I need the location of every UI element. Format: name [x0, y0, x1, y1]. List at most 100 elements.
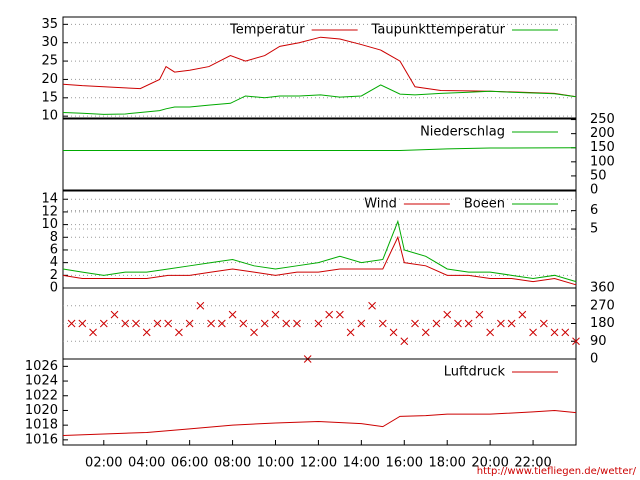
direction-marker	[529, 328, 537, 337]
direction-marker	[121, 319, 130, 328]
y2-tick-label: 0	[590, 183, 598, 198]
direction-marker	[132, 319, 140, 328]
y-tick-label: 1018	[25, 418, 58, 433]
y2-tick-label: 250	[590, 112, 615, 127]
source-url: http://www.tiefliegen.de/wetter/	[477, 466, 637, 477]
legend-label: Taupunkttemperatur	[371, 23, 506, 38]
x-tick-label: 18:00	[428, 456, 465, 471]
direction-marker	[78, 319, 87, 328]
y2-tick-label: 6	[590, 203, 598, 218]
x-tick-label: 08:00	[214, 456, 251, 471]
y-tick-label: 1024	[25, 374, 58, 389]
direction-marker	[432, 319, 441, 328]
x-tick-label: 04:00	[128, 456, 165, 471]
y-tick-label: 25	[41, 54, 58, 69]
direction-marker	[378, 319, 387, 328]
x-tick-label: 12:00	[300, 456, 337, 471]
x-tick-label: 02:00	[85, 456, 122, 471]
direction-marker	[550, 328, 559, 337]
series-line	[62, 219, 577, 283]
direction-marker	[357, 319, 366, 328]
series-line	[62, 84, 577, 115]
y-tick-label: 1022	[25, 388, 58, 403]
y2-tick-label: 50	[590, 168, 607, 183]
y-tick-label: 6	[50, 242, 58, 257]
direction-marker	[142, 328, 151, 337]
y-tick-label: 0	[50, 281, 58, 296]
direction-marker	[99, 319, 108, 328]
x-tick-label: 10:00	[257, 456, 294, 471]
direction-marker	[368, 301, 376, 310]
y-tick-label: 35	[41, 17, 58, 32]
direction-marker	[217, 319, 226, 328]
legend-label: Wind	[364, 197, 397, 212]
y-tick-label: 1026	[25, 359, 58, 374]
direction-marker	[239, 319, 248, 328]
direction-marker	[336, 310, 344, 319]
direction-marker	[153, 319, 162, 328]
y-tick-label: 2	[50, 268, 58, 283]
direction-marker	[89, 328, 97, 337]
direction-marker	[561, 328, 570, 337]
x-tick-label: 20:00	[471, 456, 508, 471]
direction-marker	[421, 328, 430, 337]
direction-marker	[228, 310, 237, 319]
series-line	[63, 147, 577, 152]
series-line	[62, 409, 577, 436]
y-tick-label: 8	[50, 230, 58, 245]
y-tick-label: 14	[41, 192, 58, 207]
direction-marker	[389, 328, 398, 337]
direction-marker	[110, 310, 119, 319]
direction-marker	[518, 310, 527, 319]
legend-label: Niederschlag	[420, 125, 505, 140]
x-tick-label: 16:00	[386, 456, 423, 471]
direction-marker	[250, 328, 258, 337]
direction-marker	[271, 310, 280, 319]
direction-marker	[539, 319, 548, 328]
x-tick-label: 14:00	[343, 456, 380, 471]
y-tick-label: 20	[41, 72, 58, 87]
direction-marker	[497, 319, 505, 328]
direction-marker	[454, 319, 462, 328]
direction-marker	[196, 301, 205, 310]
direction-marker	[475, 310, 484, 319]
direction-marker	[346, 328, 355, 337]
direction-marker	[325, 310, 334, 319]
plot-frame	[62, 358, 577, 446]
y-tick-label: 12	[41, 204, 58, 219]
series-line	[62, 235, 577, 286]
direction-marker	[175, 328, 183, 337]
direction-marker	[282, 319, 291, 328]
x-tick-label: 22:00	[514, 456, 551, 471]
legend-label: Boeen	[464, 197, 505, 212]
y2-tick-label: 270	[590, 298, 615, 313]
direction-marker	[314, 319, 323, 328]
y2-tick-label: 360	[590, 281, 615, 296]
y2-tick-label: 100	[590, 154, 615, 169]
y-tick-label: 1016	[25, 432, 58, 447]
direction-marker	[400, 337, 409, 346]
plot-frame	[62, 118, 577, 191]
y2-tick-label: 5	[590, 222, 598, 237]
direction-marker	[443, 310, 452, 319]
legend-label: Temperatur	[229, 23, 305, 38]
y2-tick-label: 200	[590, 126, 615, 141]
direction-marker	[411, 319, 419, 328]
direction-marker	[464, 319, 473, 328]
direction-marker	[293, 319, 301, 328]
legend-label: Luftdruck	[444, 365, 506, 380]
y2-tick-label: 150	[590, 140, 615, 155]
plot-frame	[62, 16, 577, 119]
direction-marker	[207, 319, 215, 328]
series-line	[62, 36, 577, 98]
direction-marker	[507, 319, 516, 328]
y-tick-label: 10	[41, 217, 58, 232]
direction-marker	[164, 319, 173, 328]
y2-tick-label: 90	[590, 334, 607, 349]
y-tick-label: 10	[41, 109, 58, 124]
x-tick-label: 06:00	[171, 456, 208, 471]
direction-marker	[486, 328, 494, 337]
y2-tick-label: 0	[590, 352, 598, 367]
